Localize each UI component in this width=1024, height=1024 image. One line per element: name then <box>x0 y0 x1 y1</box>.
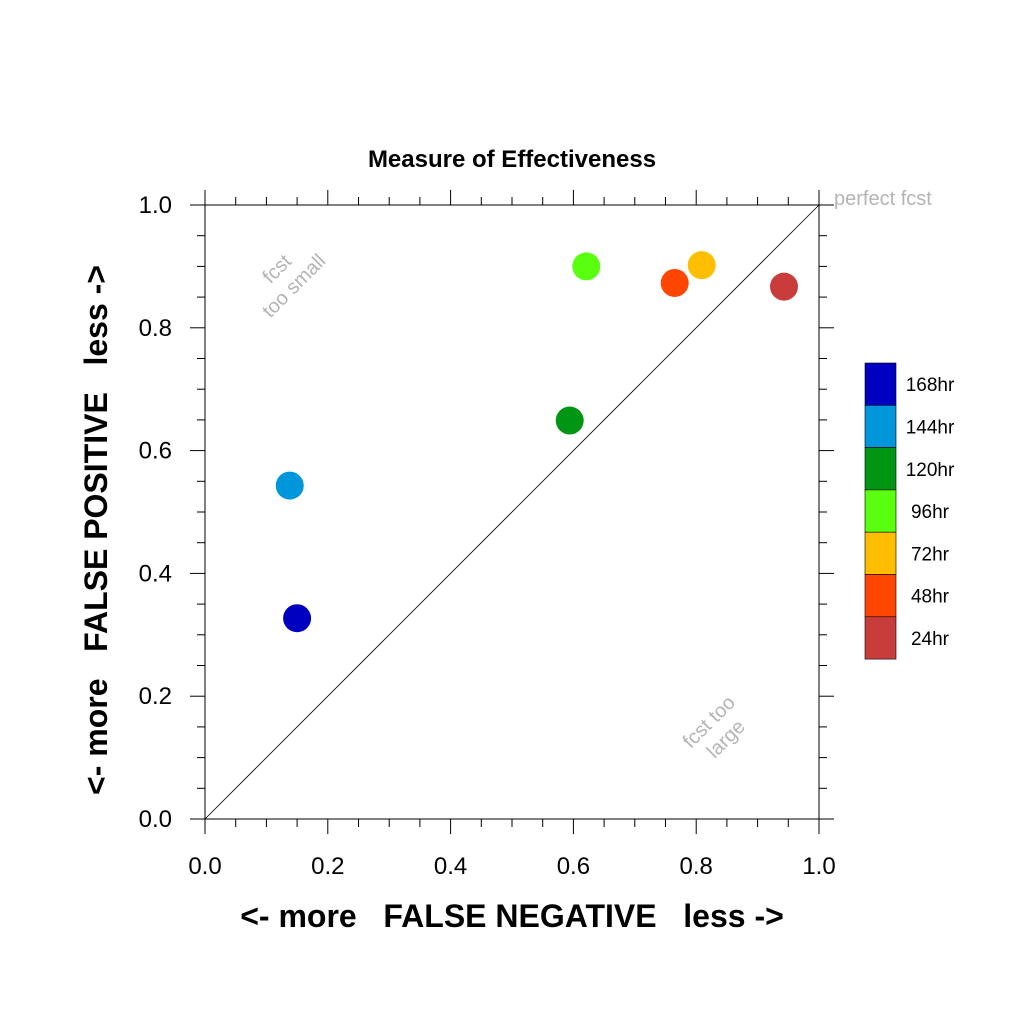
legend-swatch-144hr <box>864 404 897 448</box>
x-axis-label: <- more FALSE NEGATIVE less -> <box>240 898 784 934</box>
y-tick-label: 0.2 <box>139 683 172 710</box>
legend-label-96hr: 96hr <box>911 502 950 523</box>
point-144hr <box>275 471 304 500</box>
point-168hr <box>283 604 312 633</box>
y-tick-label: 0.0 <box>139 806 172 833</box>
y-axis-label: <- more FALSE POSITIVE less -> <box>78 265 114 795</box>
point-96hr <box>572 252 601 281</box>
legend-swatch-24hr <box>864 616 897 660</box>
legend-label-168hr: 168hr <box>906 375 955 396</box>
y-tick-label: 0.4 <box>139 560 172 587</box>
legend-swatch-72hr <box>864 531 897 575</box>
x-tick-label: 0.2 <box>311 853 344 880</box>
axis-ticks <box>190 190 834 834</box>
fcst-too-small-annotation: fcst too small <box>258 250 330 322</box>
legend-swatch-96hr <box>864 489 897 533</box>
y-tick-label: 1.0 <box>139 192 172 219</box>
y-tick-label: 0.8 <box>139 315 172 342</box>
legend-label-144hr: 144hr <box>906 417 955 438</box>
x-tick-label: 1.0 <box>802 853 835 880</box>
x-tick-label: 0.4 <box>434 853 467 880</box>
legend-swatch-48hr <box>864 574 897 618</box>
point-72hr <box>687 251 716 280</box>
diagonal-reference-line <box>204 204 820 820</box>
y-tick-label: 0.6 <box>139 438 172 465</box>
fcst-too-large-annotation: fcst too large <box>679 692 750 763</box>
legend-label-24hr: 24hr <box>911 629 950 650</box>
legend-swatch-120hr <box>864 447 897 491</box>
x-tick-label: 0.0 <box>188 853 221 880</box>
legend: 168hr 144hr 120hr 96hr 72hr 48hr 24hr <box>864 362 955 660</box>
legend-label-120hr: 120hr <box>906 460 955 481</box>
perfect-fcst-annotation: perfect fcst <box>834 188 932 210</box>
legend-label-72hr: 72hr <box>911 544 950 565</box>
point-48hr <box>660 268 689 297</box>
x-tick-label: 0.6 <box>557 853 590 880</box>
point-24hr <box>770 272 799 301</box>
legend-label-48hr: 48hr <box>911 587 950 608</box>
x-tick-label: 0.8 <box>680 853 713 880</box>
data-points <box>275 251 799 633</box>
legend-swatch-168hr <box>864 362 897 406</box>
chart-title: Measure of Effectiveness <box>368 146 656 173</box>
tick-labels: 0.0 0.2 0.4 0.6 0.8 1.0 0.0 0.2 0.4 0.6 0.8 1.0 <box>139 192 836 880</box>
point-120hr <box>555 406 584 435</box>
